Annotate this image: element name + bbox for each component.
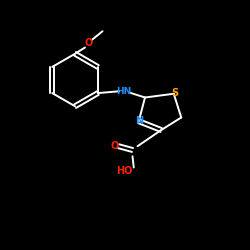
Text: S: S [172,88,178,98]
Text: O: O [84,38,93,48]
Text: HO: HO [116,166,132,176]
Text: N: N [135,116,143,126]
Text: HN: HN [116,87,132,96]
Text: O: O [110,141,118,151]
